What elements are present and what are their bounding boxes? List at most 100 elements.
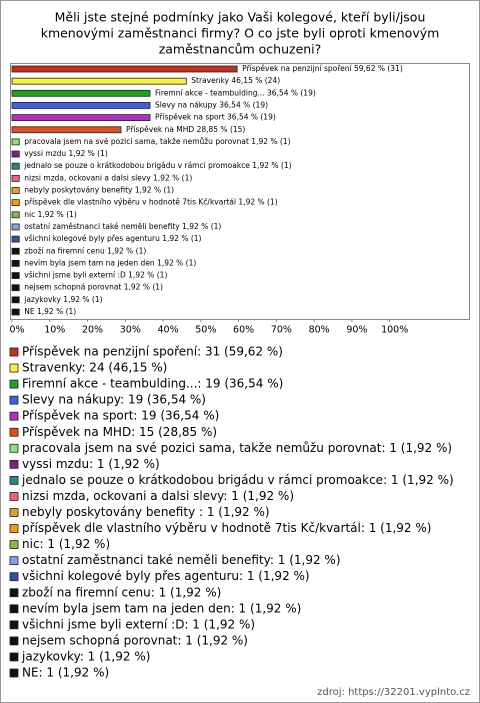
bar-label: pracovala jsem na své pozici sama, takže… bbox=[24, 137, 290, 146]
legend-marker bbox=[9, 379, 19, 389]
legend-label: Slevy na nákupy: 19 (36,54 %) bbox=[22, 393, 206, 407]
bar bbox=[11, 296, 20, 304]
bar bbox=[11, 174, 20, 182]
bar bbox=[11, 162, 20, 170]
bar bbox=[11, 114, 151, 121]
legend-marker bbox=[9, 427, 19, 437]
legend-label: ostatní zaměstnanci také neměli benefity… bbox=[22, 553, 341, 567]
legend-marker bbox=[9, 475, 19, 485]
bar bbox=[11, 272, 20, 279]
chart-title: zaměstnancům ochuzeni? bbox=[159, 42, 322, 57]
bar-label: Firemní akce - teambulding... 36,54 % (1… bbox=[155, 88, 316, 97]
bar-label: vyssi mzdu 1,92 % (1) bbox=[24, 149, 108, 158]
x-tick-label: 0% bbox=[9, 325, 24, 336]
chart-title: Měli jste stejné podmínky jako Vaši kole… bbox=[55, 10, 426, 25]
bar bbox=[11, 102, 151, 109]
bar-label: Příspěvek na penzijní spoření 59,62 % (3… bbox=[242, 64, 403, 73]
bar-label: nevím byla jsem tam na jeden den 1,92 % … bbox=[24, 258, 196, 267]
legend-label: Příspěvek na sport: 19 (36,54 %) bbox=[22, 409, 219, 423]
legend-label: jednalo se pouze o krátkodobou brigádu v… bbox=[21, 473, 454, 487]
bar bbox=[11, 138, 20, 146]
legend-label: všichni jsme byli externí :D: 1 (1,92 %) bbox=[22, 617, 255, 631]
x-tick-label: 60% bbox=[233, 325, 254, 336]
bar-label: příspěvek dle vlastního výběru v hodnotě… bbox=[24, 198, 277, 207]
bar bbox=[11, 150, 20, 158]
bar bbox=[11, 247, 20, 255]
x-tick-label: 20% bbox=[82, 325, 103, 336]
bar-label: Příspěvek na sport 36,54 % (19) bbox=[155, 113, 276, 122]
legend-marker bbox=[9, 556, 19, 566]
legend-marker bbox=[9, 540, 19, 549]
legend-label: zboží na firemní cenu: 1 (1,92 %) bbox=[22, 585, 221, 599]
bar-label: jednalo se pouze o krátkodobou brigádu v… bbox=[23, 161, 291, 170]
legend-label: nevím byla jsem tam na jeden den: 1 (1,9… bbox=[22, 601, 301, 615]
legend-label: nejsem schopná porovnat: 1 (1,92 %) bbox=[22, 633, 248, 647]
legend-marker bbox=[9, 588, 19, 598]
legend-marker bbox=[9, 636, 19, 646]
bar bbox=[11, 187, 20, 194]
bar-label: nejsem schopná porovnat 1,92 % (1) bbox=[24, 283, 163, 292]
legend-label: pracovala jsem na své pozici sama, takže… bbox=[22, 441, 452, 455]
bar-label: všichni jsme byli externí :D 1,92 % (1) bbox=[24, 271, 167, 280]
x-tick-label: 70% bbox=[271, 325, 292, 336]
bar bbox=[11, 223, 20, 231]
bar-label: Příspěvek na MHD 28,85 % (15) bbox=[126, 125, 245, 134]
legend-label: Firemní akce - teambulding...: 19 (36,54… bbox=[22, 377, 283, 391]
legend-marker bbox=[9, 459, 19, 469]
legend-marker bbox=[9, 604, 19, 614]
bar bbox=[11, 126, 122, 134]
bar bbox=[11, 199, 20, 207]
x-tick-label: 90% bbox=[346, 325, 367, 336]
bar bbox=[11, 259, 20, 267]
bar bbox=[11, 235, 20, 243]
legend-marker bbox=[9, 508, 19, 517]
bar-label: všichni kolegové byly přes agenturu 1,92… bbox=[24, 234, 201, 243]
legend-label: příspěvek dle vlastního výběru v hodnotě… bbox=[22, 521, 431, 535]
legend-label: Příspěvek na penzijní spoření: 31 (59,62… bbox=[22, 345, 283, 359]
legend-marker bbox=[9, 411, 19, 421]
legend-label: Příspěvek na MHD: 15 (28,85 %) bbox=[22, 425, 217, 439]
legend-label: Stravenky: 24 (46,15 %) bbox=[22, 361, 167, 375]
bar-label: jazykovky 1,92 % (1) bbox=[23, 295, 102, 304]
chart-title: kmenovými zaměstnanci firmy? O co jste b… bbox=[41, 26, 440, 41]
legend-marker bbox=[9, 443, 19, 453]
legend-marker bbox=[9, 347, 19, 357]
source: zdroj: https://32201.vyplnto.cz bbox=[317, 687, 470, 698]
bar-label: nebyly poskytovány benefity 1,92 % (1) bbox=[24, 186, 174, 195]
legend-marker bbox=[9, 572, 19, 582]
legend-label: NE: 1 (1,92 %) bbox=[22, 666, 109, 680]
legend-marker bbox=[9, 620, 19, 630]
x-tick-label: 80% bbox=[309, 325, 330, 336]
bar-label: Stravenky 46,15 % (24) bbox=[191, 76, 280, 85]
x-tick-label: 10% bbox=[44, 325, 65, 336]
x-tick-label: 30% bbox=[120, 325, 141, 336]
bar-label: NE 1,92 % (1) bbox=[24, 307, 76, 316]
bar-label: ostatní zaměstnanci také neměli benefity… bbox=[24, 222, 221, 231]
legend-marker bbox=[9, 363, 19, 373]
legend-marker bbox=[9, 652, 19, 662]
bar bbox=[11, 65, 238, 73]
legend-marker bbox=[9, 668, 19, 678]
x-tick-label: 40% bbox=[158, 325, 179, 336]
legend-label: nizsi mzda, ockovani a dalsi slevy: 1 (1… bbox=[22, 489, 294, 503]
bar bbox=[11, 284, 20, 292]
legend-marker bbox=[9, 395, 19, 405]
legend-label: všichni kolegové byly přes agenturu: 1 (… bbox=[22, 569, 310, 583]
legend-label: vyssi mzdu: 1 (1,92 %) bbox=[22, 457, 160, 471]
bar-label: zboží na firemní cenu 1,92 % (1) bbox=[24, 246, 146, 255]
bar bbox=[11, 211, 20, 219]
legend-label: jazykovky: 1 (1,92 %) bbox=[21, 649, 150, 663]
legend-label: nic: 1 (1,92 %) bbox=[22, 537, 110, 551]
bar-label: nizsi mzda, ockovani a dalsi slevy 1,92 … bbox=[24, 173, 192, 182]
bar-label: Slevy na nákupy 36,54 % (19) bbox=[155, 100, 268, 109]
bar bbox=[11, 89, 151, 97]
bar-label: nic 1,92 % (1) bbox=[24, 210, 77, 219]
legend-label: nebyly poskytovány benefity : 1 (1,92 %) bbox=[22, 505, 270, 519]
legend-marker bbox=[9, 524, 19, 533]
x-tick-label: 50% bbox=[195, 325, 216, 336]
legend-marker bbox=[9, 492, 19, 501]
x-tick-label: 100% bbox=[381, 325, 408, 336]
bar bbox=[11, 77, 187, 85]
bar bbox=[11, 308, 20, 316]
